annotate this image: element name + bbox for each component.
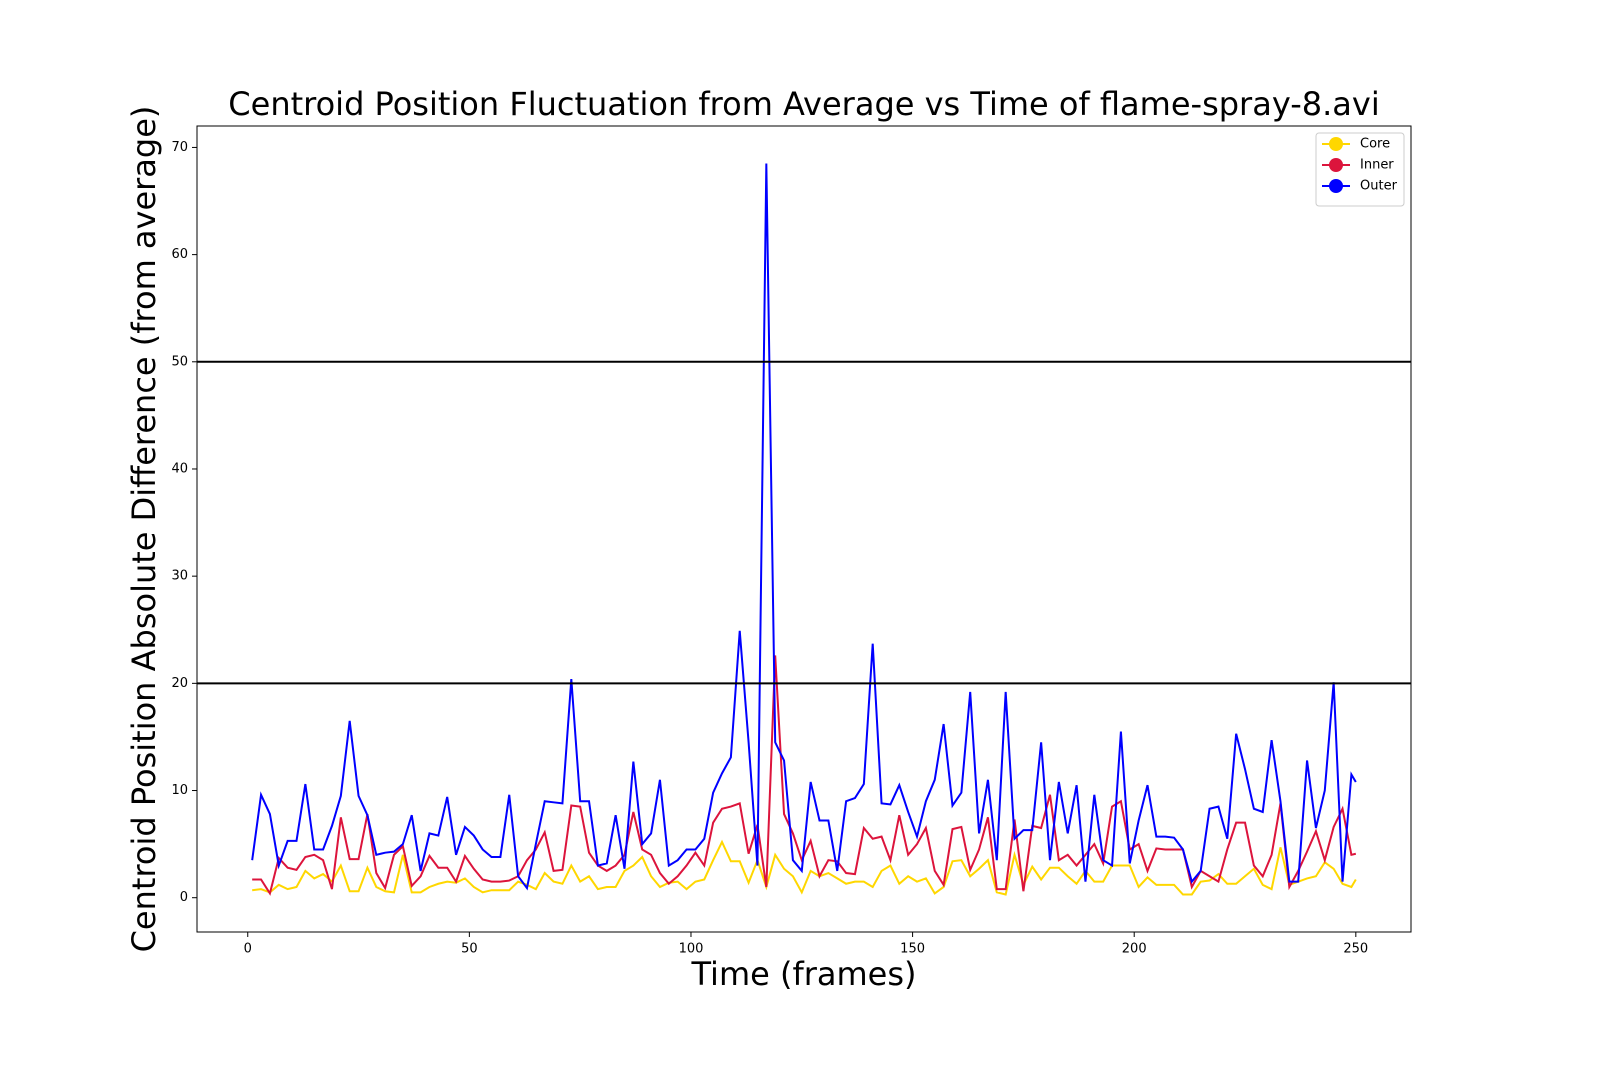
plot-frame [196, 125, 1412, 933]
series-line [252, 655, 1357, 896]
y-tick-label: 0 [180, 890, 188, 905]
legend-marker [1329, 137, 1343, 151]
legend-label: Outer [1360, 179, 1398, 194]
y-tick-label: 40 [171, 461, 188, 476]
x-tick-label: 50 [461, 942, 478, 957]
legend-label: Inner [1360, 158, 1394, 173]
x-tick-label: 150 [900, 942, 925, 957]
y-tick-label: 70 [171, 140, 188, 155]
x-tick-label: 0 [244, 942, 252, 957]
chart-title: Centroid Position Fluctuation from Avera… [228, 85, 1379, 123]
legend-marker [1329, 179, 1343, 193]
y-tick-label: 30 [171, 569, 188, 584]
legend-label: Core [1360, 137, 1390, 152]
y-tick-label: 10 [171, 783, 188, 798]
x-tick-label: 200 [1122, 942, 1147, 957]
y-tick-label: 60 [171, 247, 188, 262]
y-axis-label: Centroid Position Absolute Difference (f… [125, 106, 163, 953]
series-line [251, 163, 1357, 891]
y-tick-label: 20 [171, 676, 188, 691]
y-tick-label: 50 [171, 354, 188, 369]
x-tick-label: 250 [1343, 942, 1368, 957]
legend-marker [1329, 158, 1343, 172]
x-tick-label: 100 [679, 942, 704, 957]
x-axis-label: Time (frames) [690, 955, 916, 993]
series-line [252, 839, 1357, 896]
